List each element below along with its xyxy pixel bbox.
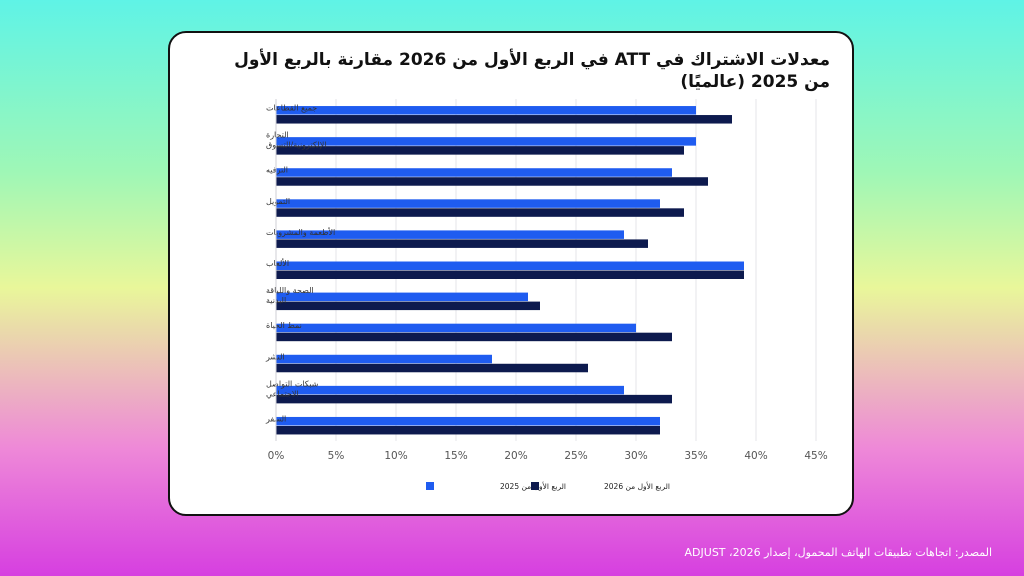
bar-2026 <box>276 363 588 373</box>
bar-2026 <box>276 177 708 186</box>
bar-2025 <box>276 323 636 333</box>
x-tick-label: 25% <box>564 450 587 462</box>
bar-2026 <box>276 332 672 342</box>
bar-2025 <box>276 168 672 177</box>
bar-2025 <box>276 199 660 208</box>
bar-2026 <box>276 270 744 279</box>
bar-2025 <box>276 416 660 426</box>
chart-title: معدلات الاشتراك في ATT في الربع الأول من… <box>234 50 830 92</box>
x-tick-label: 10% <box>384 450 407 462</box>
bar-2026 <box>276 115 732 124</box>
x-tick-label: 30% <box>624 450 647 462</box>
x-tick-label: 35% <box>684 450 707 462</box>
bar-2025 <box>276 354 492 364</box>
x-tick-label: 5% <box>328 450 345 462</box>
category-label: النشر <box>265 352 285 361</box>
category-label: الأطعمة والمشروبات <box>266 227 335 237</box>
bar-2026 <box>276 208 684 217</box>
category-label: التجارة الإلكترونية/التسوق <box>266 131 327 151</box>
category-label: الترفيه <box>266 166 288 175</box>
bar-2026 <box>276 394 672 404</box>
bar-2025 <box>276 106 696 115</box>
bar-2025 <box>276 385 624 395</box>
bar-2025 <box>276 261 744 270</box>
source-note: المصدر: اتجاهات تطبيقات الهاتف المحمول، … <box>684 546 992 559</box>
category-label: شبكات التواصل الاجتماعي <box>266 379 319 398</box>
chart-card: معدلات الاشتراك في ATT في الربع الأول من… <box>168 31 854 516</box>
bar-2025 <box>276 292 528 302</box>
bar-2025 <box>276 137 696 146</box>
legend-swatch <box>426 482 434 490</box>
bar-2026 <box>276 425 660 435</box>
bar-2026 <box>276 301 540 311</box>
category-label: نمط الحياة <box>266 321 302 330</box>
bar-2025 <box>276 230 624 239</box>
x-tick-label: 40% <box>744 450 767 462</box>
category-label: جميع القطاعات <box>266 104 317 113</box>
x-tick-label: 15% <box>444 450 467 462</box>
category-label: التمويل <box>266 197 290 206</box>
x-tick-label: 0% <box>268 450 285 462</box>
bar-2026 <box>276 239 648 248</box>
bar-chart: 0% 5% 10% 15% 20% 25% 30% 35% 40% 45% جميع القطاعا… <box>265 99 828 491</box>
category-label: الألعاب <box>266 258 289 268</box>
legend-swatch <box>531 482 539 490</box>
x-tick-label: 20% <box>504 450 527 462</box>
x-tick-label: 45% <box>804 450 827 462</box>
bar-2026 <box>276 146 684 155</box>
legend-label: الربع الأول من 2026 <box>604 481 670 491</box>
